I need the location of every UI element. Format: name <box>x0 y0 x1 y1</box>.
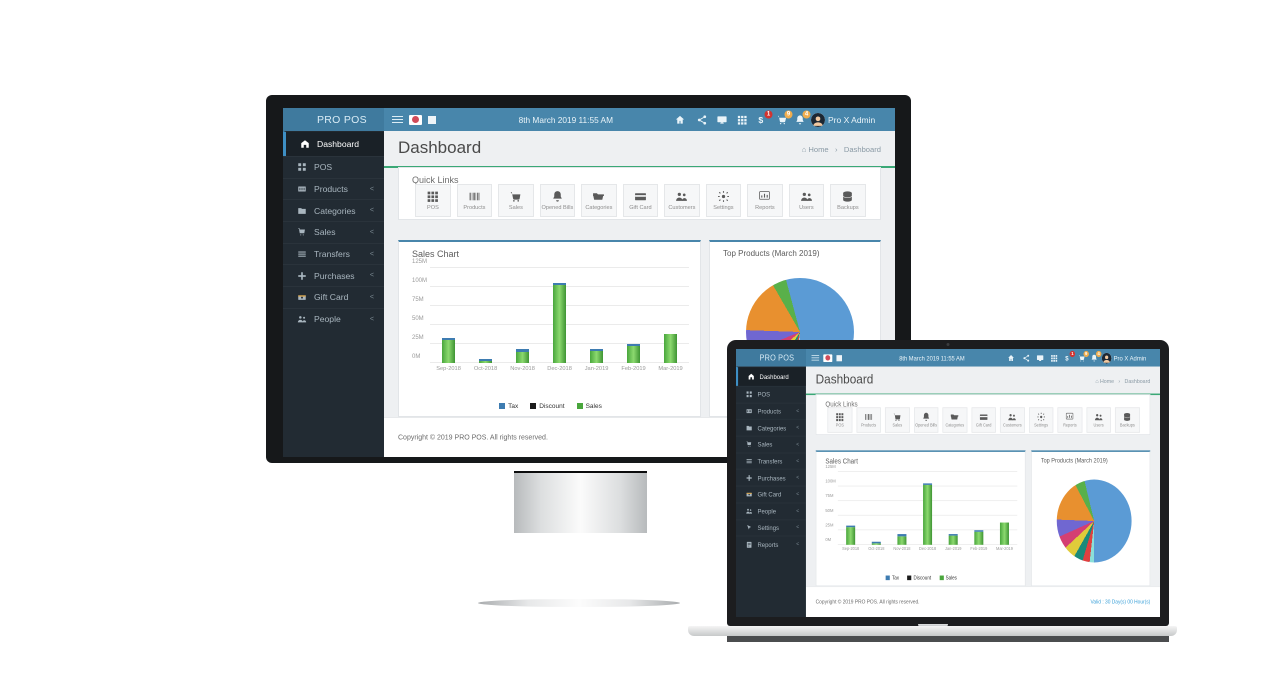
svg-text:$: $ <box>758 115 763 125</box>
svg-text:$: $ <box>1065 355 1069 362</box>
